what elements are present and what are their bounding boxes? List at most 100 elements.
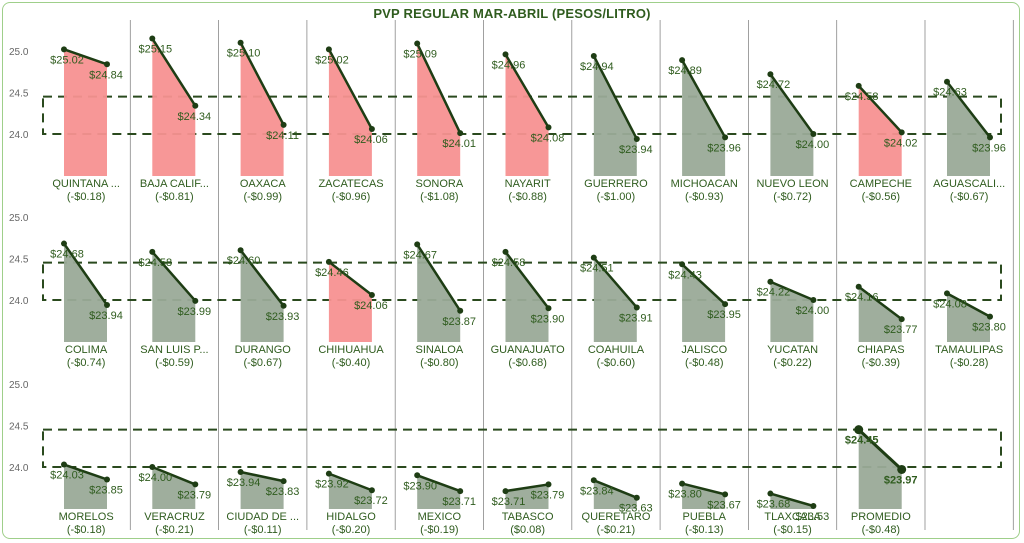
end-value-label: $23.87 xyxy=(442,316,476,328)
end-value-label: $24.08 xyxy=(531,132,565,144)
panel-name-label: CHIHUAHUA xyxy=(318,344,384,356)
panel-name-label: GUERRERO xyxy=(584,178,648,190)
start-point xyxy=(679,57,686,64)
end-value-label: $23.67 xyxy=(707,499,741,511)
start-value-label: $24.51 xyxy=(580,263,614,275)
reference-band xyxy=(42,428,1002,468)
panel-change-label: (-$0.21) xyxy=(597,524,636,536)
end-value-label: $24.00 xyxy=(796,139,830,151)
end-point xyxy=(545,481,552,488)
end-point xyxy=(368,126,375,133)
panel-name-label: MICHOACAN xyxy=(671,178,738,190)
start-value-label: $24.46 xyxy=(315,267,349,279)
panel-change-label: (-$0.59) xyxy=(155,357,194,369)
start-value-label: $24.45 xyxy=(845,435,879,447)
end-value-label: $23.94 xyxy=(89,310,123,322)
start-value-label: $24.67 xyxy=(403,249,437,261)
series-line xyxy=(504,250,550,310)
panel-name-label: HIDALGO xyxy=(326,511,376,523)
panel-name-label: SAN LUIS P... xyxy=(140,344,208,356)
start-value-label: $24.58 xyxy=(845,91,879,103)
panel-name-label: AGUASCALI... xyxy=(933,178,1005,190)
panel-change-label: (-$0.88) xyxy=(508,191,547,203)
y-tick-label: 24.5 xyxy=(9,422,29,433)
panel-change-label: (-$0.28) xyxy=(950,357,989,369)
panel-name-label: CHIAPAS xyxy=(857,344,904,356)
series-line xyxy=(769,72,815,136)
start-point xyxy=(237,468,244,475)
panel-change-label: (-$0.72) xyxy=(773,191,812,203)
series-line xyxy=(769,280,815,302)
end-point xyxy=(722,134,729,141)
chart-title: PVP REGULAR MAR-ABRIL (PESOS/LITRO) xyxy=(373,6,651,21)
end-value-label: $24.01 xyxy=(442,138,476,150)
panel-change-label: (-$0.68) xyxy=(508,357,547,369)
end-value-label: $23.71 xyxy=(442,496,476,508)
end-value-label: $23.96 xyxy=(707,142,741,154)
series-line xyxy=(945,80,992,139)
area-fill xyxy=(152,251,196,342)
start-point xyxy=(61,240,67,247)
panel-name-label: OAXACA xyxy=(240,178,287,190)
end-point xyxy=(104,476,110,483)
end-value-label: $23.99 xyxy=(177,306,211,318)
panel-name-label: PROMEDIO xyxy=(851,511,911,523)
area-fill xyxy=(858,85,902,176)
series-line xyxy=(680,482,727,496)
start-point xyxy=(590,52,597,59)
start-point xyxy=(61,461,67,468)
panel-change-label: (-$0.18) xyxy=(67,191,106,203)
start-value-label: $24.43 xyxy=(668,269,702,281)
end-point xyxy=(280,121,287,128)
end-point xyxy=(897,464,907,474)
area-fill xyxy=(328,261,372,342)
panel-change-label: (-$0.48) xyxy=(862,524,901,536)
panel-change-label: (-$0.48) xyxy=(685,357,724,369)
panel-change-label: (-$0.81) xyxy=(155,191,194,203)
end-point xyxy=(104,61,110,68)
end-point xyxy=(898,129,905,136)
end-value-label: $23.79 xyxy=(177,489,211,501)
end-point xyxy=(192,297,199,304)
end-value-label: $23.93 xyxy=(266,311,300,323)
start-value-label: $23.94 xyxy=(227,477,261,489)
end-point xyxy=(280,302,287,309)
y-tick-label: 25.0 xyxy=(9,47,29,58)
series-line xyxy=(592,256,639,309)
series-line xyxy=(151,37,197,108)
series-line xyxy=(769,492,815,508)
end-value-label: $23.83 xyxy=(266,486,300,498)
series-line xyxy=(151,250,197,303)
start-point xyxy=(590,477,597,484)
end-point xyxy=(633,135,640,142)
series-line xyxy=(415,474,462,493)
panel-change-label: (-$1.08) xyxy=(420,191,459,203)
panel-name-label: SONORA xyxy=(416,178,464,190)
end-value-label: $23.85 xyxy=(89,484,123,496)
series-line xyxy=(62,463,109,481)
start-value-label: $23.84 xyxy=(580,485,614,497)
end-value-label: $24.11 xyxy=(266,130,299,142)
start-point xyxy=(502,51,509,58)
panel-name-label: SINALOA xyxy=(416,344,464,356)
panel-name-label: NUEVO LEON xyxy=(756,178,828,190)
end-value-label: $23.94 xyxy=(619,144,653,156)
start-point xyxy=(325,46,332,53)
start-point xyxy=(414,40,421,47)
start-point xyxy=(325,258,332,265)
series-line xyxy=(592,54,639,141)
panel-name-label: MORELOS xyxy=(59,511,114,523)
series-line xyxy=(680,263,727,306)
y-tick-label: 24.5 xyxy=(9,255,29,266)
end-value-label: $23.80 xyxy=(972,322,1006,334)
area-fill xyxy=(593,55,637,177)
start-point xyxy=(61,46,67,53)
start-value-label: $24.60 xyxy=(227,255,261,267)
panel-change-label: (-$0.19) xyxy=(420,524,459,536)
series-line xyxy=(415,243,462,313)
end-point xyxy=(457,307,464,314)
start-value-label: $25.02 xyxy=(50,54,84,66)
panel-name-label: TLAXCALA xyxy=(764,511,821,523)
area-fill xyxy=(593,480,637,509)
